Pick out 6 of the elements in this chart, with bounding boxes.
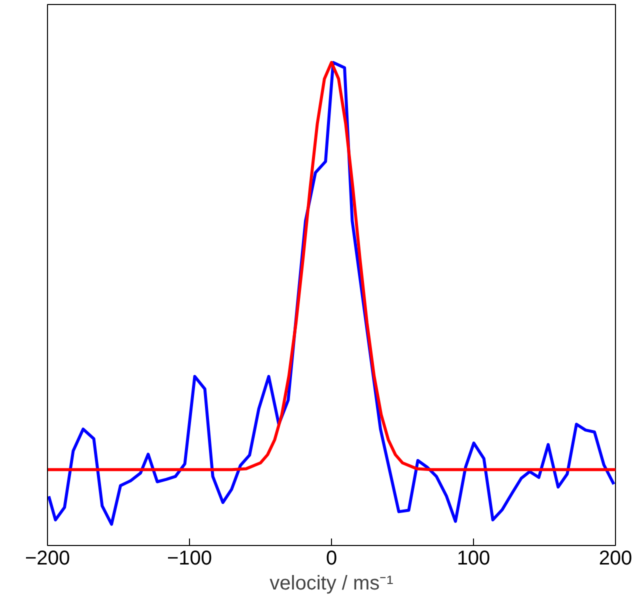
x-tick-label: 100	[456, 548, 490, 570]
x-tick-label: −200	[24, 548, 70, 570]
x-tick-label: 0	[326, 548, 338, 570]
x-axis-title: velocity / ms⁻¹	[270, 572, 394, 594]
x-tick-label: −100	[166, 548, 212, 570]
x-tick-label: 200	[598, 548, 632, 570]
